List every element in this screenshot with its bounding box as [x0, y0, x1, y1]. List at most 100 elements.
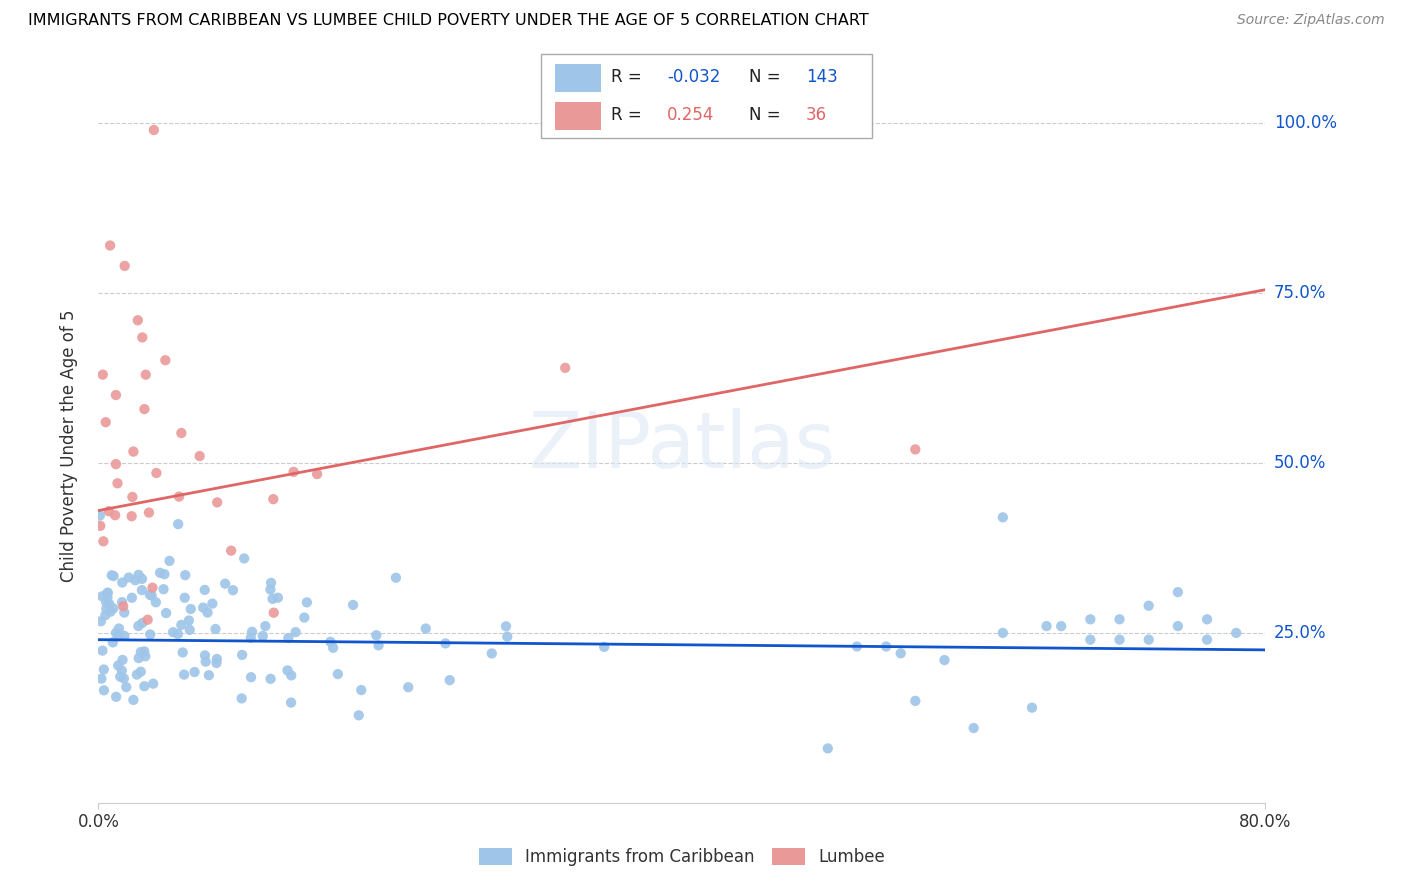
Point — [111, 653, 134, 667]
Point — [122, 444, 145, 458]
Point — [366, 628, 388, 642]
Point — [385, 571, 408, 585]
Point — [280, 696, 302, 710]
Point — [94, 595, 117, 609]
Point — [194, 655, 217, 669]
Point — [155, 353, 177, 368]
Point — [347, 708, 370, 723]
Point — [284, 625, 307, 640]
Point — [1080, 612, 1102, 626]
Point — [1195, 632, 1218, 647]
Point — [180, 602, 202, 616]
Point — [495, 619, 517, 633]
Point — [114, 259, 136, 273]
Point — [1108, 632, 1130, 647]
Point — [817, 741, 839, 756]
Point — [991, 510, 1014, 524]
Point — [127, 313, 149, 327]
Point — [204, 622, 226, 636]
Point — [1195, 612, 1218, 626]
Point — [1050, 619, 1073, 633]
Point — [191, 600, 214, 615]
Point — [122, 693, 145, 707]
Point — [326, 667, 349, 681]
Point — [1167, 585, 1189, 599]
Point — [174, 568, 197, 582]
Point — [267, 591, 290, 605]
Point — [233, 551, 256, 566]
Point — [104, 457, 127, 471]
Point — [115, 680, 138, 694]
Point — [262, 591, 284, 606]
Point — [89, 518, 111, 533]
Point — [103, 569, 125, 583]
Point — [91, 590, 114, 604]
Point — [177, 614, 200, 628]
Point — [128, 651, 150, 665]
Point — [134, 402, 156, 417]
Text: N =: N = — [749, 106, 786, 124]
Point — [240, 624, 263, 639]
Point — [103, 601, 125, 615]
Point — [139, 588, 162, 602]
Point — [1021, 700, 1043, 714]
Legend: Immigrants from Caribbean, Lumbee: Immigrants from Caribbean, Lumbee — [472, 841, 891, 873]
Point — [94, 608, 117, 623]
Point — [307, 467, 329, 481]
Point — [152, 582, 174, 597]
Point — [1137, 632, 1160, 647]
Point — [1137, 599, 1160, 613]
Point — [107, 658, 129, 673]
Point — [1035, 619, 1057, 633]
Point — [197, 606, 219, 620]
Text: 75.0%: 75.0% — [1274, 284, 1326, 302]
Point — [439, 673, 461, 687]
Text: R =: R = — [610, 106, 652, 124]
Point — [107, 476, 129, 491]
Y-axis label: Child Poverty Under the Age of 5: Child Poverty Under the Age of 5 — [59, 310, 77, 582]
Point — [96, 586, 118, 600]
Point — [145, 595, 167, 609]
Point — [254, 619, 277, 633]
Text: 100.0%: 100.0% — [1274, 114, 1337, 132]
Point — [262, 492, 284, 507]
Point — [100, 568, 122, 582]
Point — [198, 668, 221, 682]
Point — [170, 618, 193, 632]
Point — [97, 585, 120, 599]
Point — [167, 627, 190, 641]
Point — [97, 504, 120, 518]
Point — [141, 581, 163, 595]
Point — [205, 495, 228, 509]
Point — [283, 465, 305, 479]
Point — [118, 570, 141, 584]
Point — [135, 368, 157, 382]
Point — [155, 606, 177, 620]
Point — [131, 330, 153, 344]
Point — [93, 534, 115, 549]
Point — [112, 672, 135, 686]
Point — [153, 567, 176, 582]
Point — [201, 597, 224, 611]
Point — [170, 425, 193, 440]
Point — [134, 679, 156, 693]
Point — [93, 683, 115, 698]
Point — [205, 652, 228, 666]
Point — [105, 690, 128, 704]
Point — [111, 595, 134, 609]
Point — [96, 591, 118, 605]
Point — [219, 543, 242, 558]
Text: 36: 36 — [806, 106, 827, 124]
Point — [277, 664, 299, 678]
Point — [98, 238, 121, 252]
Point — [259, 672, 281, 686]
Point — [111, 664, 134, 678]
Point — [121, 490, 143, 504]
Point — [100, 605, 122, 619]
Point — [252, 629, 274, 643]
Point — [129, 665, 152, 679]
Point — [127, 619, 149, 633]
Point — [145, 466, 167, 480]
Point — [131, 615, 153, 630]
Point — [367, 639, 389, 653]
